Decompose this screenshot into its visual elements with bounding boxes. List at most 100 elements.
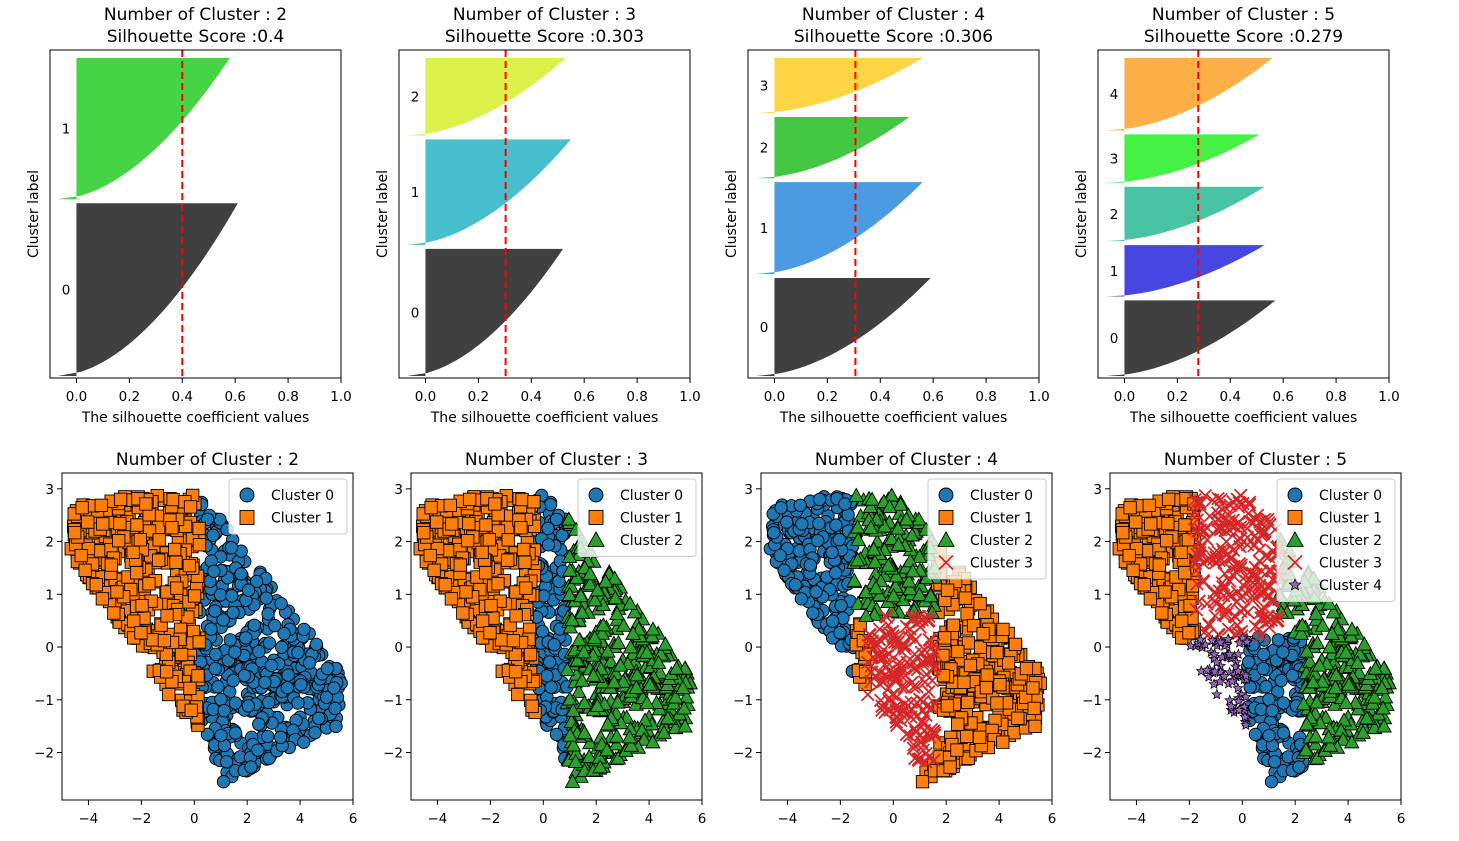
x-tick-label: 0.4 bbox=[172, 389, 193, 405]
scatter-point bbox=[541, 521, 555, 536]
scatter-point bbox=[543, 655, 557, 669]
scatter-point bbox=[858, 583, 874, 599]
y-tick-label: −2 bbox=[34, 746, 54, 762]
scatter-point bbox=[1321, 639, 1338, 654]
scatter-point bbox=[881, 618, 896, 633]
scatter-point bbox=[1240, 719, 1252, 730]
scatter-point bbox=[1155, 606, 1169, 620]
scatter-point bbox=[1324, 625, 1340, 640]
scatter-point bbox=[483, 626, 497, 640]
scatter-point bbox=[1211, 513, 1225, 527]
scatter-point bbox=[1143, 592, 1158, 606]
scatter-point bbox=[565, 737, 582, 752]
y-tick-label: 2 bbox=[744, 535, 753, 551]
y-tick-label: 1 bbox=[394, 587, 403, 603]
scatter-point bbox=[957, 675, 971, 689]
scatter-point bbox=[940, 583, 955, 597]
scatter-point bbox=[1322, 737, 1339, 752]
scatter-point bbox=[182, 558, 196, 573]
scatter-point bbox=[219, 755, 234, 769]
scatter-point bbox=[214, 692, 228, 707]
scatter-point bbox=[1262, 728, 1276, 743]
silhouette-band-cluster-0 bbox=[755, 277, 931, 376]
scatter-point bbox=[1160, 534, 1174, 548]
scatter-point bbox=[893, 667, 907, 682]
scatter-point bbox=[582, 565, 598, 580]
scatter-point bbox=[812, 516, 826, 531]
scatter-point bbox=[639, 644, 655, 659]
scatter-point bbox=[1211, 491, 1225, 506]
scatter-point bbox=[645, 621, 661, 636]
scatter-point bbox=[152, 533, 166, 547]
scatter-point bbox=[1217, 555, 1231, 570]
scatter-point bbox=[809, 585, 823, 599]
scatter-point bbox=[239, 510, 255, 525]
legend-label: Cluster 3 bbox=[970, 556, 1033, 572]
scatter-point bbox=[152, 553, 166, 567]
scatter-point bbox=[1152, 558, 1166, 572]
scatter-point bbox=[1233, 695, 1245, 706]
scatter-point bbox=[184, 703, 198, 717]
plot-frame bbox=[398, 49, 691, 379]
scatter-point bbox=[898, 511, 915, 526]
scatter-point bbox=[1189, 602, 1204, 617]
scatter-point bbox=[508, 665, 523, 679]
cluster-label-tick: 3 bbox=[1110, 152, 1119, 168]
scatter-point bbox=[1377, 689, 1394, 704]
scatter-point bbox=[1218, 670, 1230, 682]
scatter-point bbox=[980, 668, 994, 682]
legend-label: Cluster 0 bbox=[271, 488, 334, 504]
scatter-point bbox=[1224, 694, 1236, 706]
legend-box bbox=[927, 478, 1047, 580]
y-tick-label: −2 bbox=[733, 746, 753, 762]
scatter-point bbox=[622, 639, 639, 654]
scatter-point bbox=[258, 675, 272, 689]
scatter-point bbox=[1199, 553, 1214, 568]
scatter-point bbox=[864, 491, 880, 506]
legend-label: Cluster 4 bbox=[1319, 578, 1382, 594]
scatter-point bbox=[925, 673, 940, 688]
scatter-point bbox=[883, 703, 898, 718]
scatter-point bbox=[223, 633, 237, 647]
x-tick-label: 0.2 bbox=[468, 389, 489, 405]
scatter-point bbox=[788, 578, 802, 592]
scatter-point bbox=[130, 566, 144, 580]
scatter-point bbox=[608, 728, 625, 743]
scatter-point bbox=[107, 606, 121, 620]
legend-label: Cluster 2 bbox=[970, 533, 1033, 549]
scatter-point bbox=[430, 515, 444, 529]
scatter-point bbox=[656, 724, 672, 739]
scatter-point bbox=[1217, 545, 1231, 559]
scatter-point bbox=[767, 526, 781, 540]
scatter-point bbox=[1335, 731, 1351, 746]
scatter-point bbox=[1245, 593, 1260, 607]
x-tick-label: 0.4 bbox=[870, 389, 891, 405]
scatter-point bbox=[228, 696, 243, 710]
scatter-point bbox=[905, 702, 920, 717]
y-tick-label: 2 bbox=[1093, 535, 1102, 551]
scatter-point bbox=[1161, 516, 1175, 531]
scatter-point bbox=[482, 533, 496, 547]
scatter-point bbox=[606, 570, 623, 585]
y-tick-label: 2 bbox=[394, 535, 403, 551]
plot-frame bbox=[1097, 49, 1390, 379]
y-tick-label: 1 bbox=[744, 587, 753, 603]
x-tick-label: 6 bbox=[1048, 811, 1057, 827]
scatter-point bbox=[183, 500, 198, 514]
scatter-point bbox=[456, 606, 470, 620]
scatter-point bbox=[228, 726, 243, 740]
x-tick-label: 2 bbox=[592, 811, 601, 827]
scatter-point bbox=[192, 521, 206, 536]
scatter-point bbox=[902, 580, 918, 596]
scatter-point bbox=[1252, 622, 1266, 636]
scatter-point bbox=[160, 609, 174, 623]
scatter-point bbox=[312, 711, 326, 725]
scatter-point bbox=[519, 581, 533, 595]
scatter-point bbox=[974, 640, 988, 654]
scatter-plot-2: −4 −2 0 2 4 6 3 2 1 0 −1 −2 Number of Cluster : 2 Clu… bbox=[34, 450, 357, 827]
scatter-point bbox=[275, 640, 289, 654]
scatter-point bbox=[501, 533, 515, 547]
scatter-point bbox=[862, 519, 879, 534]
scatter-point bbox=[1241, 636, 1253, 647]
